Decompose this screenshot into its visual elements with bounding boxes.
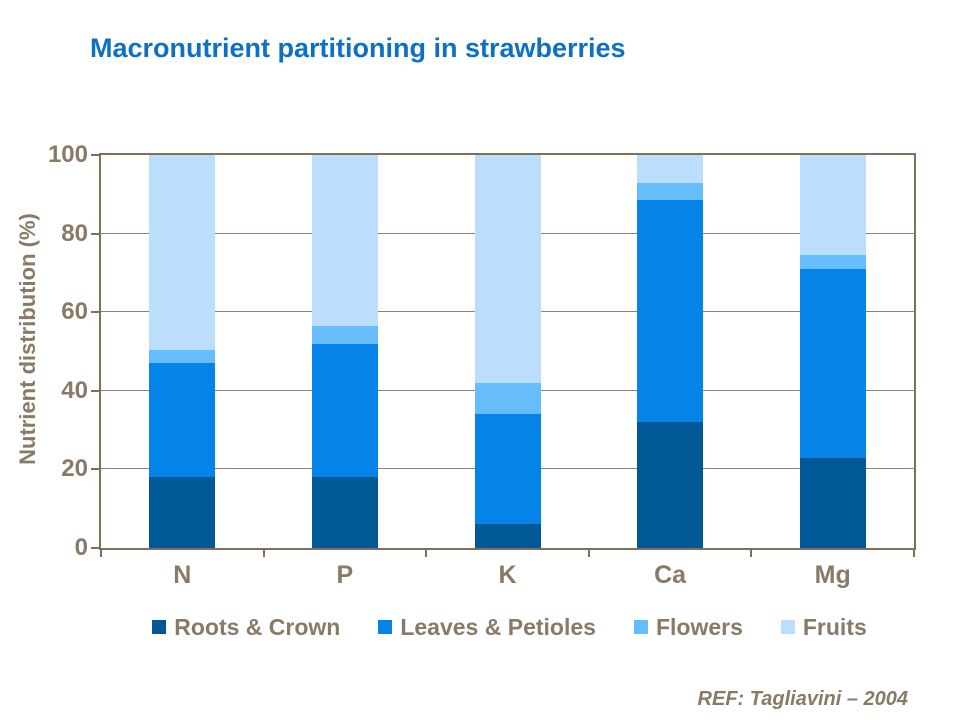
bar-segment-P-leaves-petioles [311, 343, 378, 478]
y-tick-label-0: 0 [74, 534, 88, 561]
y-tick-label-20: 20 [61, 455, 88, 483]
bar-segment-P-flowers [311, 325, 378, 344]
legend-item-flowers: Flowers [633, 613, 743, 641]
bar-P [311, 155, 378, 548]
chart-title: Macronutrient partitioning in strawberri… [90, 33, 626, 63]
bar-segment-K-fruits [474, 155, 541, 383]
legend-item-leaves-petioles: Leaves & Petioles [378, 614, 596, 641]
bar-N [149, 155, 216, 548]
x-tickmark-5 [913, 550, 915, 557]
bar-segment-Ca-fruits [637, 155, 704, 183]
y-tickmark-20 [91, 468, 101, 471]
bar-Mg [799, 155, 866, 548]
bar-segment-Ca-roots-crown [637, 422, 704, 548]
bar-segment-Mg-leaves-petioles [799, 269, 866, 458]
legend-label: Flowers [655, 613, 743, 640]
x-tickmark-2 [425, 550, 428, 557]
reference-text: REF: Tagliavini – 2004 [697, 688, 908, 710]
bar-segment-Mg-flowers [799, 255, 866, 269]
bar-segment-P-roots-crown [311, 477, 378, 548]
bar-K [474, 155, 541, 548]
bar-segment-Ca-flowers [637, 182, 704, 201]
bar-segment-K-roots-crown [474, 524, 541, 548]
bar-segment-K-flowers [474, 382, 541, 415]
plot-area [99, 153, 916, 550]
legend-swatch-icon [152, 620, 167, 634]
legend-swatch-icon [780, 620, 795, 634]
bar-segment-N-fruits [149, 155, 216, 350]
y-tick-label-40: 40 [61, 376, 88, 404]
bar-segment-N-flowers [149, 349, 216, 364]
legend-item-roots-crown: Roots & Crown [152, 614, 340, 641]
legend-label: Roots & Crown [174, 613, 341, 640]
y-tick-label-60: 60 [61, 298, 88, 326]
y-tick-label-80: 80 [61, 219, 88, 247]
y-tick-label-100: 100 [47, 141, 88, 168]
x-tickmark-3 [587, 550, 590, 557]
legend-label: Leaves & Petioles [400, 613, 596, 640]
y-tickmark-100 [91, 154, 101, 156]
legend-item-fruits: Fruits [780, 613, 867, 641]
y-tickmark-60 [91, 311, 101, 314]
bar-segment-Mg-fruits [799, 155, 866, 256]
y-tickmark-40 [91, 389, 101, 392]
y-tickmark-0 [91, 547, 101, 549]
x-category-label-Mg: Mg [814, 561, 851, 589]
bar-segment-Mg-roots-crown [799, 457, 866, 548]
bar-segment-Ca-leaves-petioles [637, 200, 704, 423]
x-category-label-N: N [173, 561, 192, 589]
y-tickmark-80 [91, 232, 101, 235]
legend: Roots & Crown Leaves & Petioles Flowers Fru… [101, 611, 918, 643]
x-tickmark-4 [750, 550, 753, 557]
legend-swatch-icon [633, 620, 648, 634]
bar-segment-P-fruits [311, 155, 378, 326]
bar-segment-N-roots-crown [149, 477, 216, 548]
x-category-label-Ca: Ca [654, 561, 687, 589]
bar-segment-N-leaves-petioles [149, 363, 216, 478]
x-tickmark-0 [100, 550, 102, 557]
legend-label: Fruits [802, 613, 867, 640]
bar-segment-K-leaves-petioles [474, 414, 541, 525]
x-tickmark-1 [262, 550, 265, 557]
bar-Ca [637, 155, 704, 548]
x-category-label-K: K [498, 561, 517, 589]
x-category-label-P: P [336, 561, 354, 589]
legend-swatch-icon [378, 620, 393, 634]
